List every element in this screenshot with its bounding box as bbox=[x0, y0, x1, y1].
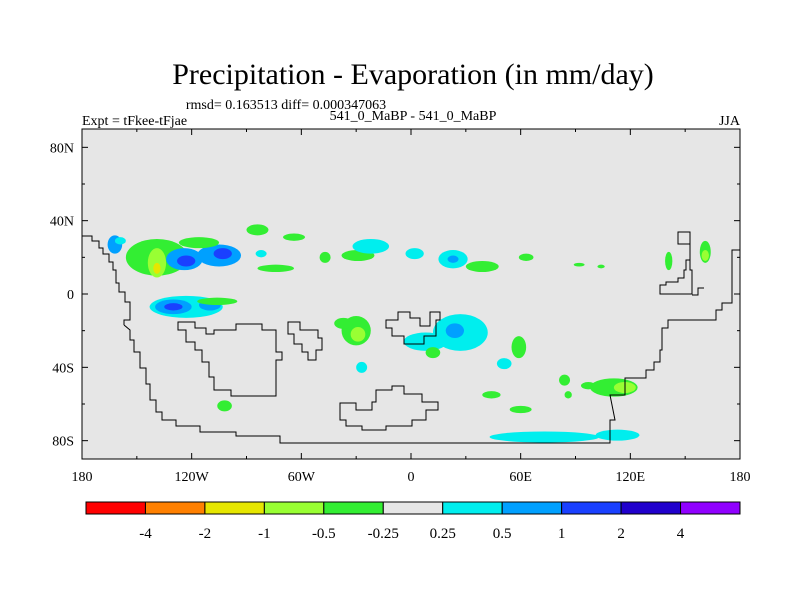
y-tick-label: 40S bbox=[52, 361, 74, 376]
field-region-30 bbox=[164, 303, 183, 311]
field-region-20 bbox=[447, 255, 459, 263]
colorbar-label: 1 bbox=[558, 526, 566, 542]
colorbar-box bbox=[323, 501, 384, 515]
plot-background bbox=[82, 129, 740, 459]
colorbar-box bbox=[204, 501, 265, 515]
field-region-18 bbox=[405, 248, 424, 260]
field-region-10 bbox=[178, 237, 220, 249]
field-region-43 bbox=[559, 374, 571, 386]
colorbar-box bbox=[144, 501, 206, 515]
field-region-21 bbox=[465, 261, 499, 272]
colorbar-box bbox=[680, 501, 741, 515]
field-region-35 bbox=[334, 317, 353, 329]
ticks-layer: 180 120W 60W 0 60E 120E 180 80N 40N 0 40S 80S bbox=[50, 129, 751, 485]
x-tick-label: 60W bbox=[288, 470, 316, 485]
field-region-7 bbox=[177, 255, 196, 267]
field-layer bbox=[107, 224, 711, 443]
chart-title: Precipitation - Evaporation (in mm/day) bbox=[172, 58, 654, 91]
coastline-peninsula bbox=[692, 287, 704, 296]
field-region-40 bbox=[445, 323, 465, 338]
coastline-mid-shelf bbox=[287, 321, 323, 361]
field-region-11 bbox=[246, 224, 269, 236]
coastline-north-america bbox=[82, 235, 131, 325]
colorbar-label: 2 bbox=[617, 526, 625, 542]
colorbar-box bbox=[620, 501, 682, 515]
left-label: Expt = tFkee-tFjae bbox=[82, 114, 187, 129]
colorbar-label: -2 bbox=[199, 526, 212, 542]
colorbar-box bbox=[263, 501, 325, 515]
colorbar-label: -4 bbox=[139, 526, 152, 542]
x-tick-label: 180 bbox=[730, 470, 751, 485]
colorbar-box bbox=[501, 501, 563, 515]
x-tick-label: 60E bbox=[509, 470, 532, 485]
coastline-east-island bbox=[659, 231, 693, 295]
field-region-32 bbox=[197, 297, 238, 306]
y-tick-label: 80N bbox=[50, 141, 74, 156]
stats-line: rmsd= 0.163513 diff= 0.000347063 bbox=[186, 98, 386, 113]
x-tick-label: 0 bbox=[408, 470, 415, 485]
field-region-41 bbox=[511, 336, 527, 359]
x-tick-label: 180 bbox=[72, 470, 93, 485]
colorbar: -4 -2 -1 -0.5 -0.25 0.25 0.5 1 2 4 bbox=[85, 501, 741, 542]
colorbar-label: 4 bbox=[677, 526, 685, 542]
colorbar-label: -1 bbox=[258, 526, 271, 542]
x-tick-label: 120W bbox=[175, 470, 210, 485]
colorbar-label: 0.25 bbox=[430, 526, 456, 542]
field-region-51 bbox=[489, 431, 600, 443]
colorbar-label: -0.25 bbox=[368, 526, 399, 542]
field-region-23 bbox=[573, 262, 585, 267]
colorbar-label: 0.5 bbox=[493, 526, 512, 542]
center-label: 541_0_MaBP - 541_0_MaBP bbox=[330, 109, 497, 124]
right-label: JJA bbox=[719, 114, 741, 129]
colorbar-label: -0.5 bbox=[312, 526, 336, 542]
coastline-africa bbox=[177, 321, 283, 397]
y-tick-label: 40N bbox=[50, 215, 74, 230]
y-tick-label: 80S bbox=[52, 435, 74, 450]
field-region-50 bbox=[217, 400, 232, 412]
field-region-2 bbox=[114, 237, 126, 245]
field-region-49 bbox=[509, 405, 532, 414]
field-region-15 bbox=[319, 251, 331, 263]
y-tick-label: 0 bbox=[67, 288, 74, 303]
coastlines bbox=[82, 231, 740, 444]
field-region-12 bbox=[283, 233, 305, 241]
coastline-south-america bbox=[123, 249, 740, 444]
field-region-27 bbox=[701, 250, 709, 261]
x-tick-label: 120E bbox=[616, 470, 646, 485]
field-region-44 bbox=[564, 391, 572, 399]
field-region-13 bbox=[257, 264, 295, 273]
field-region-38 bbox=[425, 347, 441, 359]
coastline-australia bbox=[339, 385, 439, 431]
field-region-9 bbox=[213, 248, 232, 260]
field-region-48 bbox=[482, 391, 501, 399]
colorbar-box bbox=[85, 501, 146, 515]
field-region-5 bbox=[153, 262, 161, 274]
field-region-14 bbox=[255, 250, 267, 258]
coastline-maritime bbox=[385, 311, 441, 345]
field-region-22 bbox=[518, 253, 534, 261]
field-region-25 bbox=[665, 251, 673, 271]
field-region-42 bbox=[496, 358, 512, 370]
colorbar-box bbox=[382, 501, 444, 515]
field-region-36 bbox=[356, 361, 368, 373]
field-region-34 bbox=[350, 327, 366, 342]
field-region-17 bbox=[352, 239, 390, 254]
colorbar-box bbox=[442, 501, 503, 515]
field-region-52 bbox=[595, 429, 640, 441]
field-region-24 bbox=[597, 264, 605, 269]
colorbar-box bbox=[561, 501, 622, 515]
